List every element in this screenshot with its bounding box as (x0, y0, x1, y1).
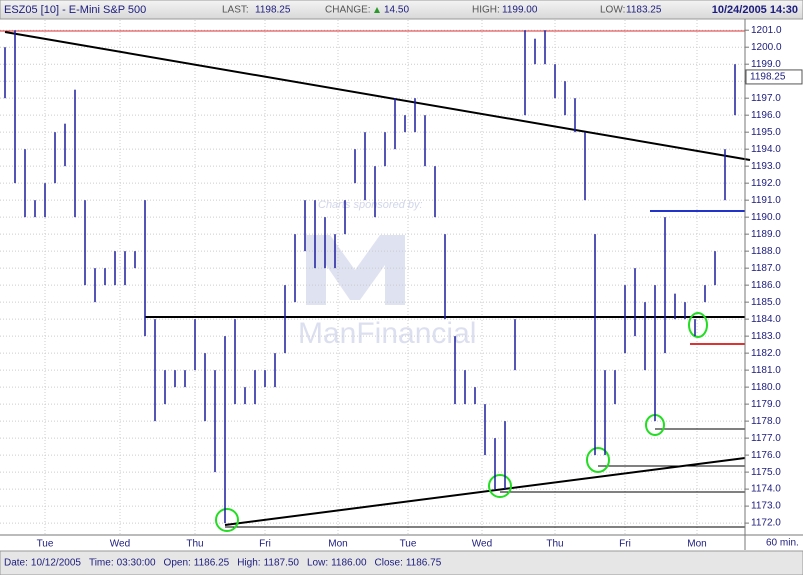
watermark-logo (306, 235, 405, 305)
high-label: HIGH: (472, 5, 500, 16)
open-label: Open: (164, 558, 191, 569)
y-tick-label: 1172.0 (751, 518, 781, 529)
low-value: 1183.25 (626, 5, 662, 16)
symbol: ESZ05 [10] - E-Mini S&P 500 (4, 4, 146, 16)
date-label: Date: (4, 558, 28, 569)
y-tick-label: 1201.0 (751, 25, 782, 36)
x-tick-label: Tue (400, 539, 417, 550)
y-tick-label: 1186.0 (751, 280, 781, 291)
interval: 60 min. (766, 538, 799, 549)
highlight-circle (586, 447, 610, 473)
trendline (224, 457, 746, 526)
change-value: 14.50 (384, 5, 409, 16)
status-bar (0, 550, 803, 575)
highlight-circle (688, 312, 708, 338)
high-value: 1187.50 (264, 558, 300, 569)
y-tick-label: 1200.0 (751, 42, 782, 53)
y-tick-label: 1195.0 (751, 127, 781, 138)
high-label: High: (237, 558, 260, 569)
watermark-text: Charts sponsored by: (318, 199, 423, 211)
watermark: Charts sponsored by: ManFinancial (298, 199, 476, 350)
x-tick-label: Wed (110, 539, 130, 550)
date-value: 10/12/2005 (31, 558, 81, 569)
y-tick-label: 1183.0 (751, 331, 781, 342)
x-tick-label: Mon (328, 539, 347, 550)
y-tick-label: 1187.0 (751, 263, 781, 274)
y-tick-label: 1189.0 (751, 229, 781, 240)
y-tick-label: 1181.0 (751, 365, 781, 376)
y-tick-label: 1192.0 (751, 178, 781, 189)
y-tick-label: 1188.0 (751, 246, 781, 257)
x-tick-label: Tue (37, 539, 54, 550)
header-bar (0, 0, 803, 20)
y-tick-label: 1190.0 (751, 212, 781, 223)
y-tick-label: 1197.0 (751, 93, 781, 104)
time-value: 03:30:00 (117, 558, 156, 569)
open-value: 1186.25 (194, 558, 230, 569)
y-tick-label: 1179.0 (751, 399, 781, 410)
time-label: Time: (89, 558, 114, 569)
up-arrow (374, 7, 380, 13)
close-value: 1186.75 (406, 558, 442, 569)
y-tick-label: 1178.0 (751, 416, 781, 427)
low-label: LOW: (600, 5, 625, 16)
change-label: CHANGE: (325, 5, 371, 16)
x-tick-label: Mon (687, 539, 706, 550)
highlight-circle (488, 474, 512, 498)
x-tick-label: Thu (186, 539, 203, 550)
y-tick-label: 1173.0 (751, 501, 781, 512)
trendline (4, 31, 751, 161)
y-tick-label: 1184.0 (751, 314, 781, 325)
y-tick-label: 1194.0 (751, 144, 781, 155)
last-price-label: 1198.25 (750, 72, 786, 83)
last-label: LAST: (222, 5, 249, 16)
y-tick-label: 1191.0 (751, 195, 781, 206)
datetime: 10/24/2005 14:30 (712, 4, 798, 16)
y-tick-label: 1196.0 (751, 110, 781, 121)
x-tick-label: Fri (619, 539, 631, 550)
close-label: Close: (375, 558, 403, 569)
x-tick-label: Fri (259, 539, 271, 550)
y-tick-label: 1175.0 (751, 467, 781, 478)
last-price-box (745, 69, 803, 85)
y-tick-label: 1174.0 (751, 484, 781, 495)
low-label: Low: (307, 558, 328, 569)
high-value: 1199.00 (502, 5, 538, 16)
highlight-circle (215, 508, 239, 532)
y-tick-label: 1199.0 (751, 59, 781, 70)
low-value: 1186.00 (331, 558, 367, 569)
y-tick-label: 1177.0 (751, 433, 781, 444)
y-tick-label: 1180.0 (751, 382, 781, 393)
last-value: 1198.25 (255, 5, 291, 16)
y-tick-label: 1185.0 (751, 297, 781, 308)
x-tick-label: Wed (472, 539, 492, 550)
y-tick-label: 1176.0 (751, 450, 781, 461)
x-tick-label: Thu (546, 539, 563, 550)
y-tick-label: 1182.0 (751, 348, 781, 359)
watermark-brand: ManFinancial (298, 317, 476, 350)
y-tick-label: 1193.0 (751, 161, 781, 172)
